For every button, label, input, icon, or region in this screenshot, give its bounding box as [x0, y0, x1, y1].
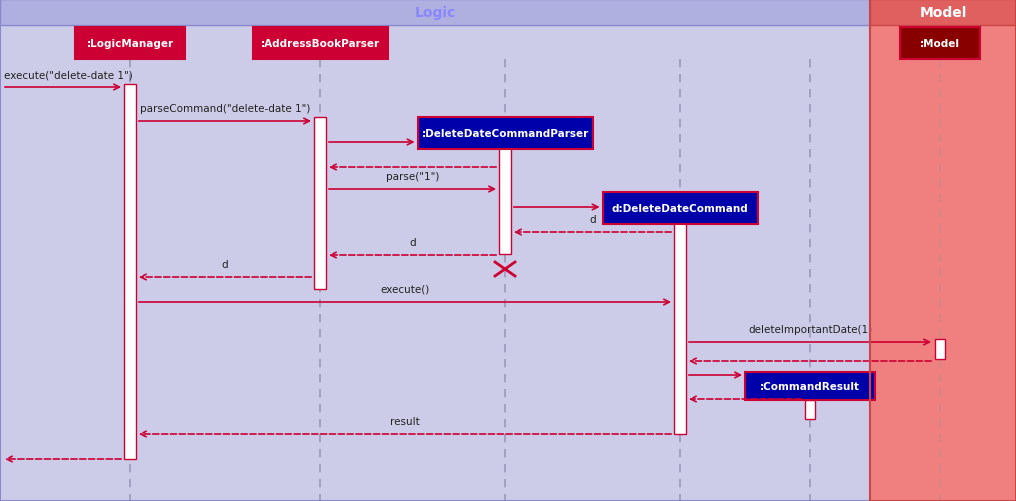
Text: d:DeleteDateCommand: d:DeleteDateCommand [612, 203, 749, 213]
Text: parse("1"): parse("1") [386, 172, 439, 182]
Bar [0, 0, 870, 501]
Bar [870, 0, 1016, 26]
Text: parseCommand("delete-date 1"): parseCommand("delete-date 1") [140, 104, 310, 114]
Bar [602, 192, 758, 224]
Bar [935, 339, 945, 359]
Bar [124, 85, 136, 459]
Bar [0, 0, 870, 26]
Text: :DeleteDateCommandParser: :DeleteDateCommandParser [422, 129, 588, 139]
Bar [674, 204, 686, 434]
Bar [75, 28, 185, 60]
Bar [0, 26, 870, 501]
Text: deleteImportantDate(1): deleteImportantDate(1) [748, 324, 872, 334]
Bar [805, 400, 815, 419]
Text: execute("delete-date 1"): execute("delete-date 1") [4, 70, 133, 80]
Text: d: d [409, 237, 416, 247]
Bar [870, 0, 1016, 501]
Bar [418, 118, 592, 150]
Bar [870, 26, 1016, 501]
Bar [253, 28, 387, 60]
Text: :LogicManager: :LogicManager [86, 39, 174, 49]
Text: Logic: Logic [415, 6, 455, 20]
Bar [900, 28, 980, 60]
Text: :AddressBookParser: :AddressBookParser [260, 39, 380, 49]
Text: d: d [221, 260, 229, 270]
Text: :CommandResult: :CommandResult [760, 381, 860, 391]
Bar [314, 118, 326, 290]
Text: execute(): execute() [380, 285, 430, 295]
Text: Model: Model [919, 6, 966, 20]
Text: :Model: :Model [920, 39, 960, 49]
Bar [499, 140, 511, 255]
Bar [745, 372, 875, 400]
Text: d: d [589, 214, 595, 224]
Text: result: result [390, 416, 420, 426]
